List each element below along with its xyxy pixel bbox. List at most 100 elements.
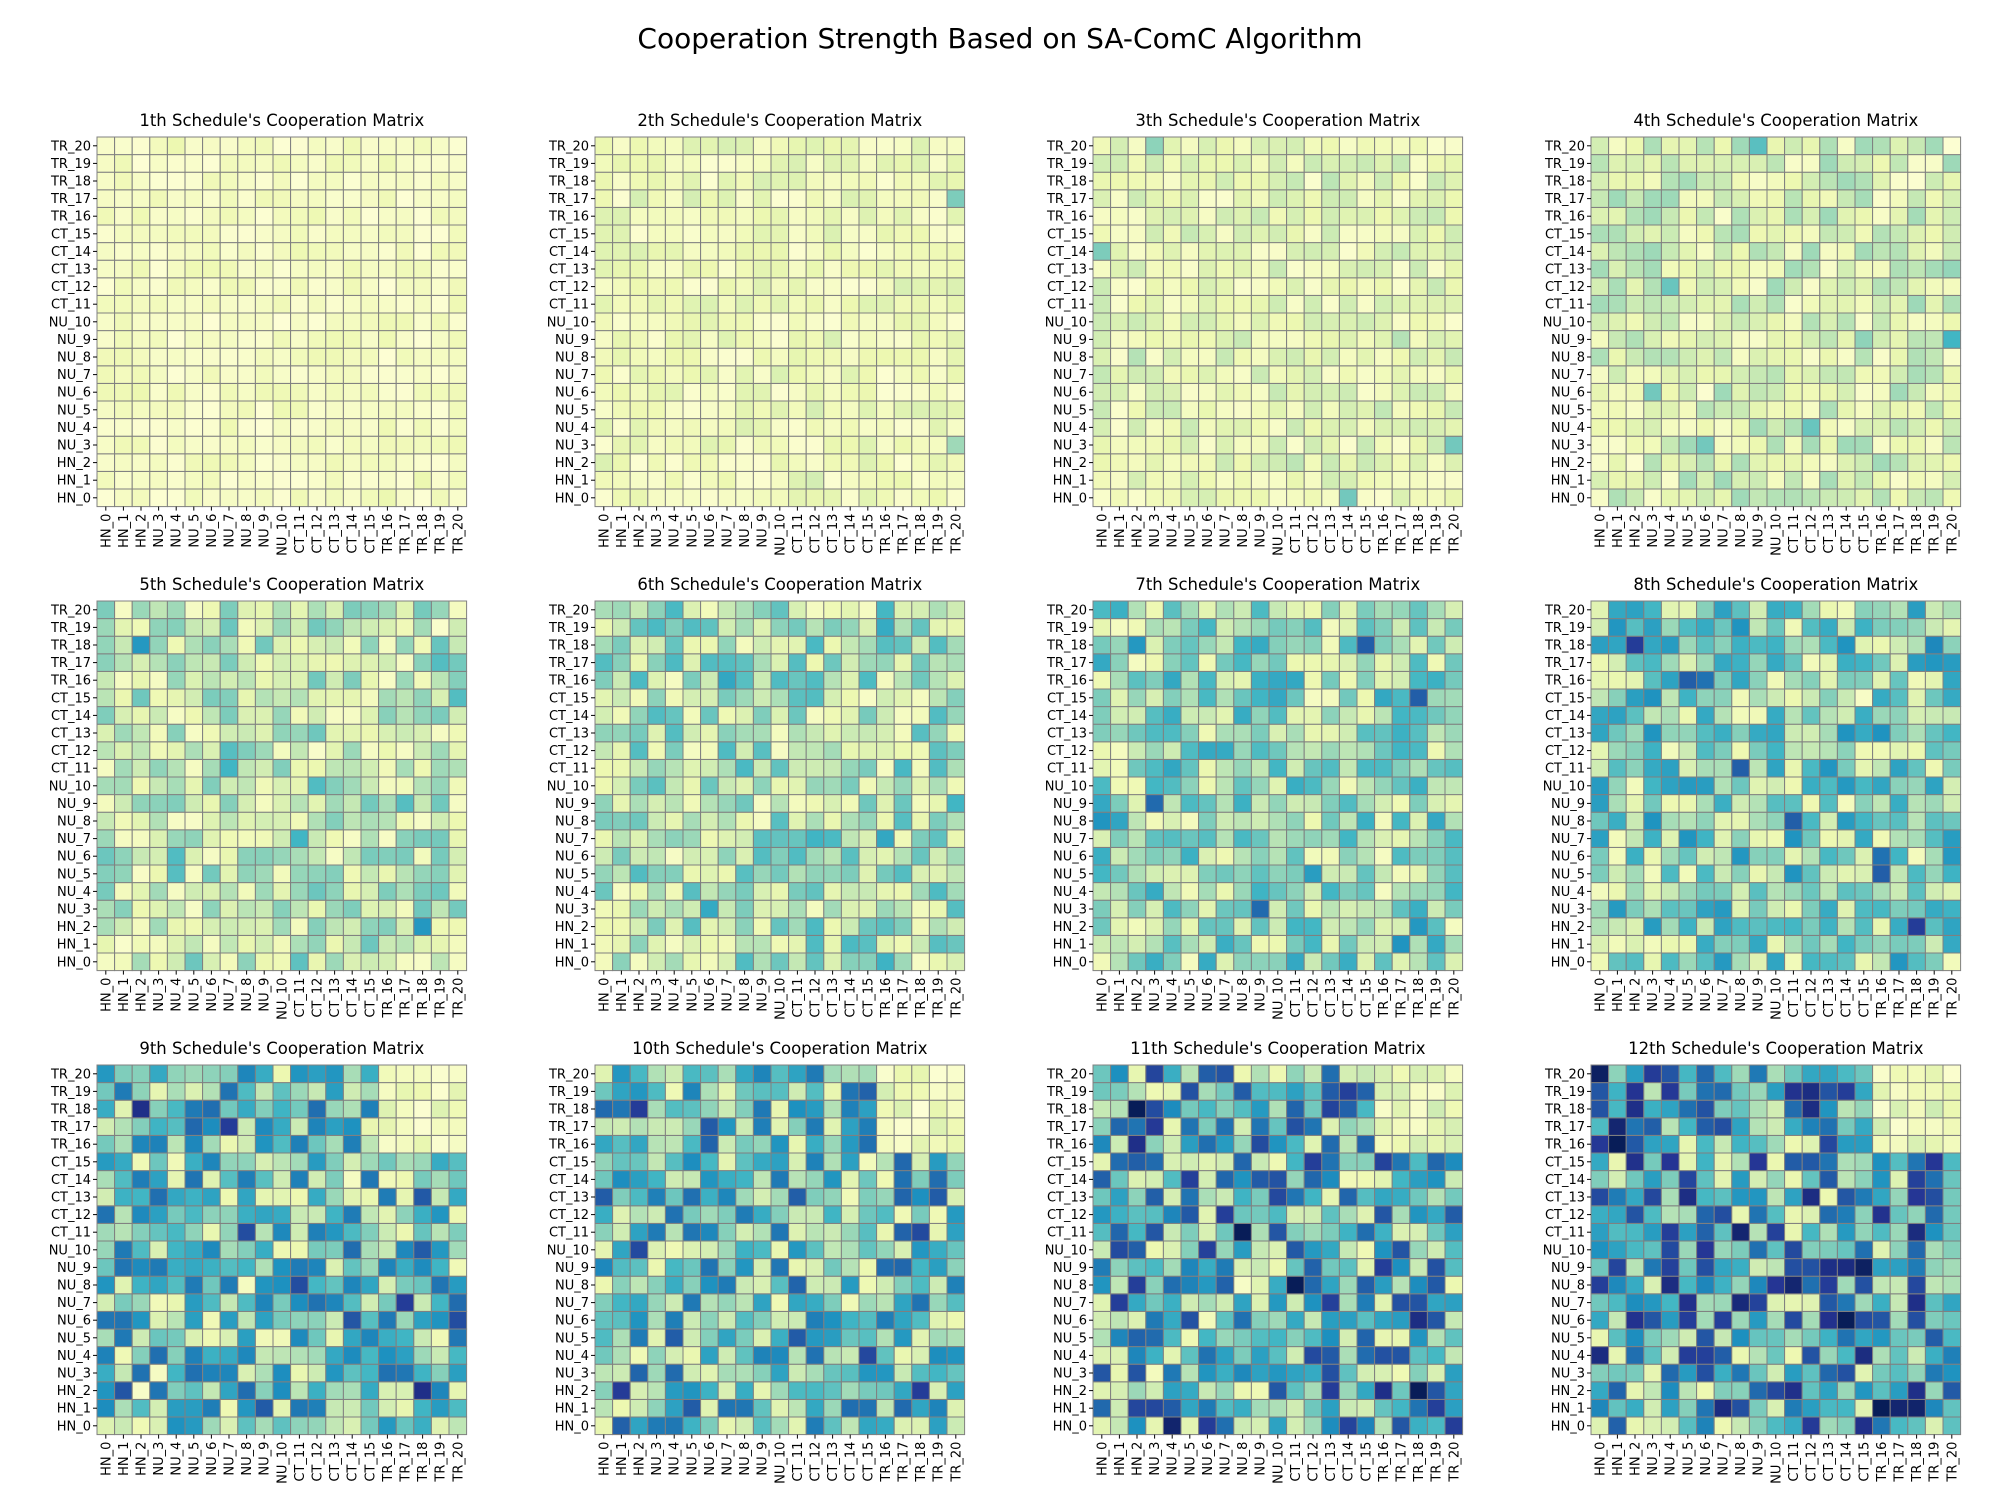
x-tick-label: TR_18 (1910, 514, 1925, 555)
heatmap-cell-CT_11-NU_6 (1198, 758, 1217, 778)
heatmap-cell-NU_3-NU_8 (735, 899, 754, 919)
heatmap-cell-HN_1-CT_12 (307, 1398, 327, 1418)
heatmap-cell-NU_10-NU_5 (184, 312, 204, 332)
heatmap-cell-NU_10-TR_18 (1409, 776, 1428, 796)
heatmap-cell-NU_3-CT_14 (840, 899, 860, 919)
x-tick-label: HN_2 (135, 978, 150, 1012)
heatmap-cell-TR_17-CT_14 (840, 653, 860, 672)
x-tick-label: HN_1 (615, 514, 630, 548)
heatmap-cell-NU_5-TR_20 (1444, 400, 1464, 420)
heatmap-cell-NU_9-CT_14 (840, 794, 860, 813)
heatmap-cell-CT_12-NU_10 (1766, 741, 1786, 760)
heatmap-cell-TR_16-NU_6 (1198, 670, 1217, 690)
heatmap-cell-CT_14-CT_15 (858, 706, 878, 725)
heatmap-cell-HN_0-NU_5 (184, 952, 204, 972)
heatmap-cell-NU_5-CT_12 (805, 864, 825, 884)
heatmap-cell-NU_9-CT_13 (823, 330, 842, 349)
heatmap-cell-HN_0-TR_19 (928, 952, 948, 972)
heatmap-cell-TR_16-NU_7 (717, 670, 737, 690)
heatmap-cell-CT_13-HN_2 (1625, 259, 1645, 279)
heatmap-cell-CT_11-CT_11 (290, 1222, 309, 1242)
heatmap-cell-HN_2-CT_13 (1321, 917, 1340, 936)
heatmap-cell-NU_5-NU_3 (149, 1328, 168, 1348)
heatmap-cell-CT_13-NU_4 (1162, 723, 1182, 743)
heatmap-cell-NU_9-TR_18 (1907, 330, 1926, 349)
heatmap-cell-HN_2-HN_1 (1608, 453, 1627, 472)
heatmap-cell-HN_0-NU_4 (166, 952, 186, 972)
heatmap-cell-NU_7-CT_12 (1303, 829, 1323, 848)
heatmap-cell-TR_17-CT_13 (1819, 653, 1838, 672)
y-tick-label: CT_14 (549, 709, 589, 724)
heatmap-cell-CT_13-CT_11 (788, 259, 807, 279)
heatmap-cell-TR_18-NU_9 (254, 635, 274, 655)
heatmap-cell-NU_5-TR_19 (928, 864, 948, 884)
heatmap-cell-TR_20-NU_9 (1250, 136, 1270, 156)
y-tick-label: TR_17 (1046, 656, 1087, 671)
heatmap-cell-NU_6-TR_16 (378, 382, 397, 402)
heatmap-cell-CT_13-HN_2 (131, 1187, 151, 1207)
heatmap-cell-NU_3-NU_9 (254, 899, 274, 919)
heatmap-cell-NU_8-CT_14 (1338, 811, 1358, 831)
heatmap-cell-CT_13-NU_4 (166, 1187, 186, 1207)
heatmap-cell-TR_20-TR_18 (911, 136, 930, 156)
heatmap-cell-NU_5-TR_16 (876, 400, 895, 420)
heatmap-cell-NU_3-HN_0 (594, 899, 614, 919)
heatmap-cell-NU_5-HN_1 (114, 1328, 133, 1348)
heatmap-cell-HN_1-TR_20 (448, 470, 468, 490)
heatmap-cell-TR_18-CT_15 (1356, 635, 1376, 655)
heatmap-cell-CT_14-TR_18 (1409, 706, 1428, 725)
heatmap-cell-NU_10-TR_18 (413, 776, 432, 796)
heatmap-cell-CT_11-CT_14 (1338, 758, 1358, 778)
heatmap-cell-NU_6-TR_16 (876, 846, 895, 866)
heatmap-cell-TR_16-CT_12 (307, 1134, 327, 1154)
heatmap-cell-NU_5-NU_10 (770, 400, 790, 420)
heatmap-cell-HN_0-NU_5 (682, 952, 702, 972)
heatmap-cell-NU_10-NU_9 (1748, 312, 1768, 332)
heatmap-cell-CT_15-NU_10 (1766, 224, 1786, 244)
x-tick-label: HN_1 (117, 978, 132, 1012)
heatmap-cell-TR_19-NU_5 (1180, 618, 1200, 637)
heatmap-cell-NU_3-TR_20 (1942, 435, 1962, 455)
heatmap-cell-CT_15-TR_19 (430, 1152, 450, 1172)
heatmap-cell-CT_11-TR_16 (876, 758, 895, 778)
y-tick-label: TR_19 (1544, 621, 1585, 636)
heatmap-cell-CT_14-CT_12 (1303, 242, 1323, 261)
heatmap-cell-NU_8-NU_9 (752, 811, 772, 831)
heatmap-cell-HN_1-CT_12 (805, 934, 825, 954)
heatmap-cell-TR_16-CT_12 (805, 206, 825, 226)
heatmap-cell-HN_1-NU_5 (1678, 934, 1698, 954)
heatmap-cell-HN_1-CT_13 (1321, 470, 1340, 490)
heatmap-cell-NU_4-TR_18 (911, 418, 930, 437)
heatmap-cell-NU_5-TR_18 (1409, 864, 1428, 884)
heatmap-cell-NU_4-TR_17 (1889, 882, 1909, 901)
heatmap-cell-NU_9-HN_0 (1092, 330, 1112, 349)
heatmap-cell-NU_4-NU_10 (770, 882, 790, 901)
heatmap-cell-CT_12-NU_6 (700, 741, 719, 760)
heatmap-cell-CT_14-TR_18 (413, 706, 432, 725)
heatmap-cell-NU_4-TR_20 (1942, 882, 1962, 901)
heatmap-cell-CT_15-NU_6 (1198, 224, 1217, 244)
heatmap-cell-NU_6-HN_0 (1092, 382, 1112, 402)
heatmap-cell-TR_19-NU_8 (237, 154, 256, 173)
y-tick-label: NU_6 (57, 386, 91, 401)
heatmap-cell-CT_13-NU_5 (184, 723, 204, 743)
heatmap-cell-HN_1-NU_9 (752, 470, 772, 490)
heatmap-cell-NU_7-HN_0 (1590, 365, 1610, 384)
heatmap-cell-CT_15-TR_16 (378, 1152, 397, 1172)
heatmap-cell-HN_0-TR_17 (395, 1416, 415, 1436)
heatmap-cell-CT_15-NU_8 (1731, 688, 1750, 708)
heatmap-cell-CT_15-CT_14 (342, 224, 362, 244)
heatmap-cell-NU_7-NU_6 (700, 829, 719, 848)
heatmap-cell-NU_5-NU_6 (1696, 400, 1715, 420)
heatmap-cell-NU_3-NU_4 (166, 435, 186, 455)
heatmap-cell-NU_7-CT_13 (1819, 829, 1838, 848)
heatmap-cell-CT_12-CT_15 (360, 741, 380, 760)
heatmap-cell-CT_14-NU_9 (1748, 706, 1768, 725)
heatmap-cell-NU_3-CT_12 (307, 1363, 327, 1383)
x-tick-label: TR_19 (1430, 978, 1445, 1019)
heatmap-cell-CT_13-CT_14 (840, 723, 860, 743)
heatmap-cell-TR_17-CT_14 (342, 1117, 362, 1136)
heatmap-cell-NU_4-TR_19 (430, 1346, 450, 1365)
y-tick-label: NU_9 (1053, 333, 1087, 348)
heatmap-cell-NU_7-HN_1 (612, 365, 631, 384)
